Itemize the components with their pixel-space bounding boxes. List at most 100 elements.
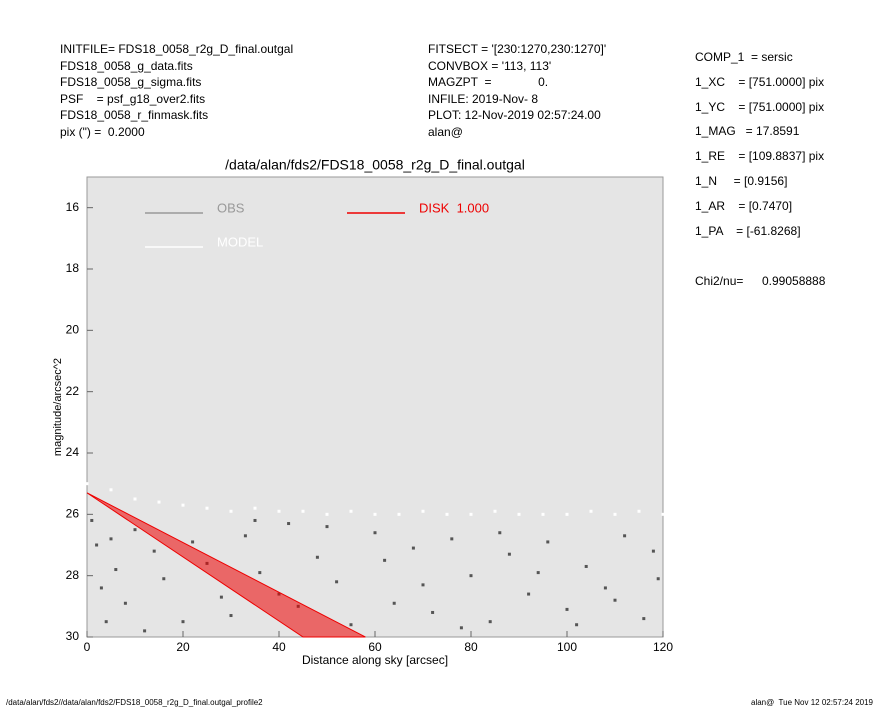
header-left-line: FDS18_0058_r_finmask.fits	[60, 108, 209, 122]
data-point	[488, 620, 492, 624]
data-point	[445, 512, 449, 516]
data-point	[546, 540, 550, 544]
data-point	[498, 531, 502, 535]
data-point	[565, 512, 569, 516]
data-point	[315, 555, 319, 559]
data-point	[162, 577, 166, 581]
data-point	[373, 531, 377, 535]
data-point	[575, 623, 579, 627]
legend-label: MODEL	[217, 234, 263, 249]
data-point	[541, 512, 545, 516]
data-point	[191, 540, 195, 544]
data-point	[325, 512, 329, 516]
data-point	[613, 512, 617, 516]
y-tick-label: 30	[66, 629, 80, 643]
data-point	[431, 610, 435, 614]
header-middle-line: PLOT: 12-Nov-2019 02:57:24.00	[428, 108, 601, 122]
data-point	[450, 537, 454, 541]
data-point	[459, 626, 463, 630]
data-point	[258, 571, 262, 575]
disk-profile	[86, 492, 366, 638]
data-point	[253, 506, 257, 510]
data-point	[661, 512, 665, 516]
chi2-label: Chi2/nu=	[695, 274, 744, 288]
data-point	[243, 534, 247, 538]
plot-background	[86, 176, 664, 638]
data-point	[469, 574, 473, 578]
param-line: 1_RE = [109.8837] pix	[695, 149, 825, 164]
data-point	[229, 509, 233, 513]
data-point	[373, 512, 377, 516]
y-tick-label: 28	[66, 568, 80, 582]
data-point	[181, 620, 185, 624]
y-axis-label: magnitude/arcsec^2	[52, 358, 64, 456]
data-point	[589, 509, 593, 513]
data-point	[656, 577, 660, 581]
data-point	[133, 497, 137, 501]
data-point	[287, 522, 291, 526]
data-point	[623, 534, 627, 538]
data-point	[181, 503, 185, 507]
data-point	[99, 586, 103, 590]
x-tick-label: 80	[464, 640, 478, 654]
data-point	[651, 549, 655, 553]
x-tick-label: 20	[176, 640, 190, 654]
data-point	[104, 620, 108, 624]
x-tick-label: 120	[653, 640, 673, 654]
data-point	[349, 623, 353, 627]
param-line: 1_XC = [751.0000] pix	[695, 74, 825, 89]
header-middle-line: alan@	[428, 124, 463, 139]
chi2-value: 0.99058888	[762, 274, 826, 288]
header-left-line: PSF = psf_g18_over2.fits	[60, 91, 206, 106]
y-tick-label: 16	[66, 200, 80, 214]
y-tick-label: 26	[66, 507, 80, 521]
data-point	[469, 512, 473, 516]
header-left-line: FDS18_0058_g_data.fits	[60, 58, 193, 73]
x-tick-label: 40	[272, 640, 286, 654]
y-tick-label: 18	[66, 261, 80, 275]
data-point	[411, 546, 415, 550]
legend-label: OBS	[217, 200, 245, 215]
data-point	[219, 595, 223, 599]
x-tick-label: 60	[368, 640, 382, 654]
data-point	[335, 580, 339, 584]
data-point	[603, 586, 607, 590]
y-tick-label: 24	[66, 445, 80, 459]
header-left-line: FDS18_0058_g_sigma.fits	[60, 75, 202, 89]
header-middle-line: MAGZPT = 0.	[428, 75, 549, 89]
legend-label: DISK 1.000	[419, 200, 489, 215]
param-line: 1_MAG = 17.8591	[695, 124, 800, 139]
data-point	[421, 509, 425, 513]
data-point	[397, 512, 401, 516]
data-point	[133, 528, 137, 532]
data-point	[205, 506, 209, 510]
param-line: 1_PA = [-61.8268]	[695, 223, 801, 238]
header-left-line: INITFILE= FDS18_0058_r2g_D_final.outgal	[60, 42, 294, 56]
header-left-line: pix (") = 0.2000	[60, 124, 145, 139]
data-point	[109, 488, 113, 492]
data-point	[637, 509, 641, 513]
param-line: 1_AR = [0.7470]	[695, 198, 793, 213]
header-middle-line: INFILE: 2019-Nov- 8	[428, 91, 539, 106]
data-point	[95, 543, 99, 547]
data-point	[253, 518, 257, 522]
data-point	[114, 568, 118, 572]
data-point	[584, 564, 588, 568]
data-point	[349, 509, 353, 513]
param-line: 1_YC = [751.0000] pix	[695, 99, 825, 114]
data-point	[90, 518, 94, 522]
x-tick-label: 100	[557, 640, 577, 654]
chart-title: /data/alan/fds2/FDS18_0058_r2g_D_final.o…	[225, 157, 525, 173]
data-point	[109, 537, 113, 541]
data-point	[565, 607, 569, 611]
footer-left: /data/alan/fds2//data/alan/fds2/FDS18_00…	[6, 698, 263, 707]
data-point	[507, 552, 511, 556]
data-point	[536, 571, 540, 575]
x-tick-label: 0	[84, 640, 91, 654]
param-line: 1_N = [0.9156]	[695, 174, 788, 188]
data-point	[613, 598, 617, 602]
data-point	[277, 509, 281, 513]
data-point	[229, 614, 233, 618]
